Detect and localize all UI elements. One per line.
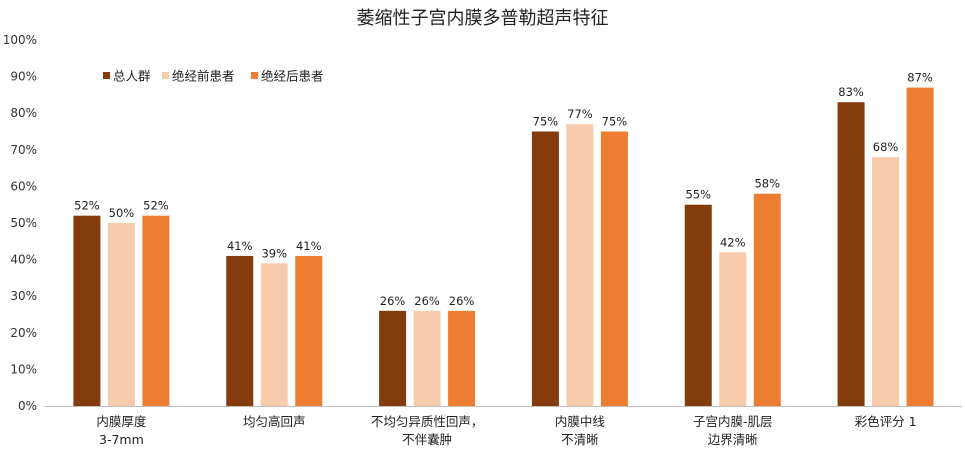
data-label: 50% bbox=[109, 206, 135, 220]
bar bbox=[872, 157, 900, 406]
bar bbox=[142, 215, 170, 406]
data-label: 83% bbox=[838, 85, 864, 99]
legend-swatch bbox=[103, 72, 110, 79]
y-tick-label: 40% bbox=[10, 253, 37, 267]
legend-label: 绝经前患者 bbox=[172, 69, 235, 84]
chart-title: 萎缩性子宫内膜多普勒超声特征 bbox=[356, 8, 609, 29]
x-tick-label: 均匀高回声 bbox=[243, 414, 306, 429]
y-tick-label: 100% bbox=[3, 33, 37, 47]
y-tick-label: 20% bbox=[10, 326, 37, 340]
bars: 52% 50% 52% 41% 39% 41% 26% 26% 26% 75% 77% 75% 55% 4… bbox=[73, 71, 934, 407]
bar bbox=[295, 255, 323, 406]
data-label: 26% bbox=[414, 294, 440, 308]
y-tick-label: 30% bbox=[10, 289, 37, 303]
bar bbox=[753, 193, 781, 406]
bar bbox=[531, 131, 559, 406]
legend-label: 总人群 bbox=[113, 69, 151, 84]
y-axis: 0% 10% 20% 30% 40% 50% 60% 70% 80% 90% 100% bbox=[3, 33, 37, 413]
data-label: 55% bbox=[685, 188, 711, 202]
data-label: 87% bbox=[907, 71, 933, 85]
data-label: 26% bbox=[449, 294, 475, 308]
y-tick-label: 0% bbox=[18, 399, 37, 413]
x-tick-label: 内膜厚度 3-7mm bbox=[96, 414, 147, 447]
x-tick-label: 子宫内膜-肌层边界清晰 bbox=[693, 414, 773, 447]
bar bbox=[107, 223, 135, 406]
data-label: 42% bbox=[720, 235, 746, 249]
data-label: 77% bbox=[567, 107, 593, 121]
bar bbox=[379, 310, 407, 406]
bar bbox=[226, 255, 254, 406]
x-axis: 内膜厚度 3-7mm 均匀高回声 不均匀异质性回声，不伴囊肿 内膜中线不清晰 子宫内膜-肌… bbox=[45, 406, 962, 447]
bar bbox=[448, 310, 476, 406]
bar bbox=[837, 102, 865, 406]
bar bbox=[719, 252, 747, 406]
data-label: 39% bbox=[261, 246, 287, 260]
data-label: 75% bbox=[533, 115, 559, 129]
bar bbox=[260, 263, 288, 406]
bar bbox=[600, 131, 628, 406]
data-label: 26% bbox=[380, 294, 406, 308]
bar bbox=[73, 215, 101, 406]
data-label: 68% bbox=[873, 140, 899, 154]
x-tick-label: 内膜中线不清晰 bbox=[555, 414, 606, 447]
bar bbox=[684, 204, 712, 406]
data-label: 58% bbox=[754, 177, 780, 191]
bar bbox=[413, 310, 441, 406]
legend-label: 绝经后患者 bbox=[261, 69, 324, 84]
y-tick-label: 90% bbox=[10, 70, 37, 84]
data-label: 75% bbox=[602, 115, 628, 129]
y-tick-label: 60% bbox=[10, 179, 37, 193]
data-label: 52% bbox=[143, 199, 169, 213]
x-tick-label: 彩色评分 1 bbox=[855, 414, 917, 429]
legend: 总人群 绝经前患者 绝经后患者 bbox=[103, 69, 324, 84]
x-tick-label: 不均匀异质性回声，不伴囊肿 bbox=[371, 414, 484, 447]
bar bbox=[566, 124, 594, 407]
bar bbox=[906, 87, 934, 406]
y-tick-label: 10% bbox=[10, 362, 37, 376]
data-label: 52% bbox=[74, 199, 100, 213]
y-tick-label: 50% bbox=[10, 216, 37, 230]
y-tick-label: 70% bbox=[10, 143, 37, 157]
legend-swatch bbox=[162, 72, 169, 79]
y-tick-label: 80% bbox=[10, 106, 37, 120]
data-label: 41% bbox=[296, 239, 322, 253]
data-label: 41% bbox=[227, 239, 253, 253]
legend-swatch bbox=[251, 72, 258, 79]
